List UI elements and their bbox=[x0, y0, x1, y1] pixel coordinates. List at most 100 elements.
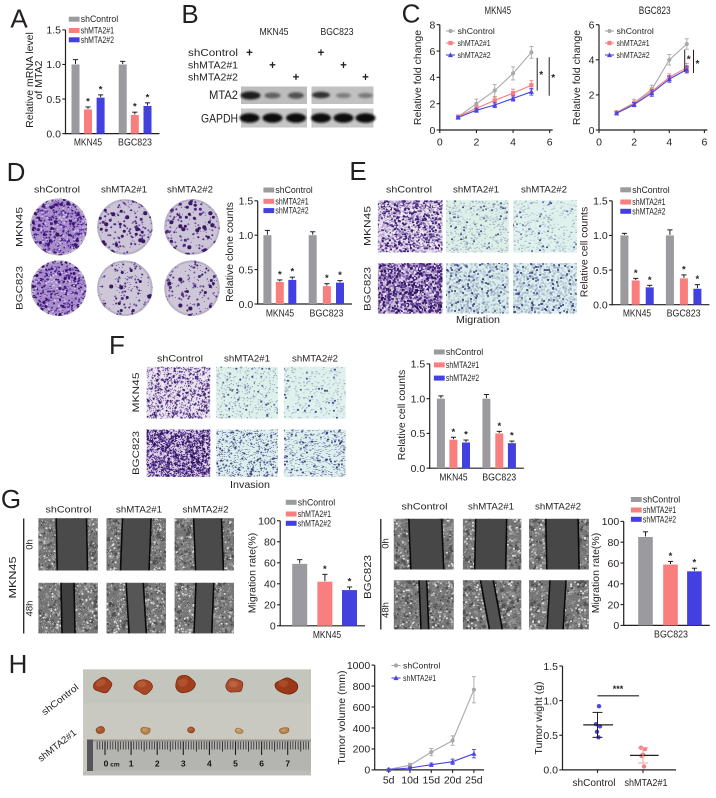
svg-text:shMTA2#1: shMTA2#1 bbox=[453, 185, 499, 196]
svg-text:60: 60 bbox=[264, 558, 276, 570]
svg-text:shMTA2#1: shMTA2#1 bbox=[275, 196, 308, 206]
svg-text:shControl: shControl bbox=[46, 505, 92, 516]
svg-text:BGC823: BGC823 bbox=[363, 267, 374, 311]
svg-text:shMTA2#1: shMTA2#1 bbox=[468, 502, 514, 513]
svg-text:shControl: shControl bbox=[81, 14, 118, 24]
svg-text:40: 40 bbox=[264, 579, 276, 591]
svg-text:0: 0 bbox=[364, 765, 370, 777]
svg-text:4: 4 bbox=[589, 55, 595, 67]
svg-text:0.5: 0.5 bbox=[593, 265, 608, 277]
svg-text:80: 80 bbox=[264, 537, 276, 549]
svg-text:shControl: shControl bbox=[188, 47, 238, 59]
svg-text:shControl: shControl bbox=[458, 26, 495, 36]
svg-text:*: * bbox=[290, 267, 294, 278]
svg-text:shMTA2#1: shMTA2#1 bbox=[625, 777, 668, 789]
svg-text:BGC823: BGC823 bbox=[363, 555, 374, 599]
svg-text:*: * bbox=[325, 273, 329, 284]
svg-text:MKN45: MKN45 bbox=[485, 5, 512, 17]
svg-text:cm: cm bbox=[110, 762, 120, 769]
svg-text:shMTA2#2: shMTA2#2 bbox=[275, 206, 308, 216]
svg-text:4: 4 bbox=[666, 137, 672, 149]
svg-text:15d: 15d bbox=[423, 774, 441, 786]
svg-text:shControl: shControl bbox=[617, 26, 654, 36]
svg-text:+: + bbox=[293, 72, 300, 84]
svg-text:4: 4 bbox=[207, 759, 212, 769]
svg-text:*: * bbox=[696, 59, 700, 70]
svg-text:+: + bbox=[246, 48, 253, 60]
svg-text:0: 0 bbox=[429, 125, 435, 137]
svg-text:3: 3 bbox=[181, 759, 186, 769]
svg-text:Relative mRNA level: Relative mRNA level bbox=[24, 32, 36, 128]
svg-text:100: 100 bbox=[602, 516, 620, 528]
svg-text:*: * bbox=[497, 421, 501, 432]
svg-text:BGC823: BGC823 bbox=[639, 5, 671, 17]
svg-text:MKN45: MKN45 bbox=[623, 308, 651, 320]
svg-text:0.0: 0.0 bbox=[239, 299, 254, 311]
svg-text:0: 0 bbox=[589, 125, 595, 137]
svg-text:800: 800 bbox=[353, 681, 371, 693]
svg-text:MKN45: MKN45 bbox=[260, 26, 289, 38]
svg-text:A: A bbox=[10, 4, 28, 34]
svg-text:48h: 48h bbox=[25, 601, 36, 617]
svg-text:GAPDH: GAPDH bbox=[201, 112, 238, 126]
svg-text:shControl: shControl bbox=[446, 347, 483, 357]
svg-text:shMTA2#1: shMTA2#1 bbox=[446, 360, 479, 370]
svg-text:BGC823: BGC823 bbox=[667, 308, 701, 320]
svg-text:*: * bbox=[696, 274, 700, 285]
svg-text:MKN45: MKN45 bbox=[313, 629, 341, 641]
svg-text:5d: 5d bbox=[383, 774, 395, 786]
svg-text:D: D bbox=[7, 157, 26, 187]
svg-text:*: * bbox=[99, 84, 103, 95]
svg-text:shMTA2#1: shMTA2#1 bbox=[224, 354, 270, 365]
svg-text:1.5: 1.5 bbox=[411, 359, 426, 371]
svg-text:0h: 0h bbox=[381, 538, 392, 549]
svg-text:BGC823: BGC823 bbox=[118, 137, 152, 149]
svg-text:shMTA2#1: shMTA2#1 bbox=[617, 38, 650, 48]
svg-text:MKN45: MKN45 bbox=[8, 556, 19, 599]
svg-text:*: * bbox=[693, 558, 697, 569]
svg-text:0.0: 0.0 bbox=[593, 299, 608, 311]
svg-text:*: * bbox=[687, 55, 691, 66]
svg-text:*: * bbox=[669, 551, 673, 562]
svg-text:2: 2 bbox=[589, 90, 595, 102]
svg-text:shMTA2#2: shMTA2#2 bbox=[292, 354, 338, 365]
svg-text:6: 6 bbox=[589, 20, 595, 32]
svg-text:2: 2 bbox=[429, 98, 435, 110]
svg-text:Relative cell counts: Relative cell counts bbox=[579, 207, 591, 297]
svg-text:*: * bbox=[648, 275, 652, 286]
svg-text:shMTA2#2: shMTA2#2 bbox=[183, 505, 229, 516]
svg-text:60: 60 bbox=[608, 558, 620, 570]
svg-text:0.5: 0.5 bbox=[543, 730, 558, 742]
svg-text:shControl: shControl bbox=[403, 661, 440, 671]
svg-text:+: + bbox=[318, 48, 325, 60]
svg-text:shMTA2#1: shMTA2#1 bbox=[632, 197, 665, 207]
svg-text:*: * bbox=[133, 102, 137, 113]
svg-text:10d: 10d bbox=[401, 774, 419, 786]
svg-text:1000: 1000 bbox=[347, 660, 371, 672]
svg-text:0: 0 bbox=[437, 137, 443, 149]
svg-text:20: 20 bbox=[608, 599, 620, 611]
svg-text:G: G bbox=[1, 484, 21, 514]
svg-text:2: 2 bbox=[631, 137, 637, 149]
svg-text:shMTA2#2: shMTA2#2 bbox=[521, 185, 567, 196]
svg-text:Tumor wight (g): Tumor wight (g) bbox=[533, 681, 545, 754]
svg-text:shMTA2#1: shMTA2#1 bbox=[403, 673, 436, 683]
svg-text:shControl: shControl bbox=[573, 777, 616, 789]
svg-text:0: 0 bbox=[596, 137, 602, 149]
svg-text:shMTA2#2: shMTA2#2 bbox=[617, 50, 650, 60]
svg-text:shControl: shControl bbox=[643, 495, 680, 505]
svg-text:*: * bbox=[348, 576, 352, 587]
svg-text:6: 6 bbox=[429, 46, 435, 58]
svg-text:7: 7 bbox=[285, 759, 290, 769]
svg-text:6: 6 bbox=[547, 137, 553, 149]
svg-text:0: 0 bbox=[104, 759, 109, 769]
svg-text:MTA2: MTA2 bbox=[209, 88, 238, 102]
svg-text:shControl: shControl bbox=[34, 185, 80, 196]
svg-text:*: * bbox=[551, 73, 555, 84]
svg-text:of MTA2: of MTA2 bbox=[33, 60, 45, 99]
svg-text:BGC823: BGC823 bbox=[654, 629, 688, 641]
svg-text:+: + bbox=[269, 60, 276, 72]
svg-text:MKN45: MKN45 bbox=[363, 206, 374, 246]
svg-text:40: 40 bbox=[608, 579, 620, 591]
svg-text:48h: 48h bbox=[381, 602, 392, 618]
